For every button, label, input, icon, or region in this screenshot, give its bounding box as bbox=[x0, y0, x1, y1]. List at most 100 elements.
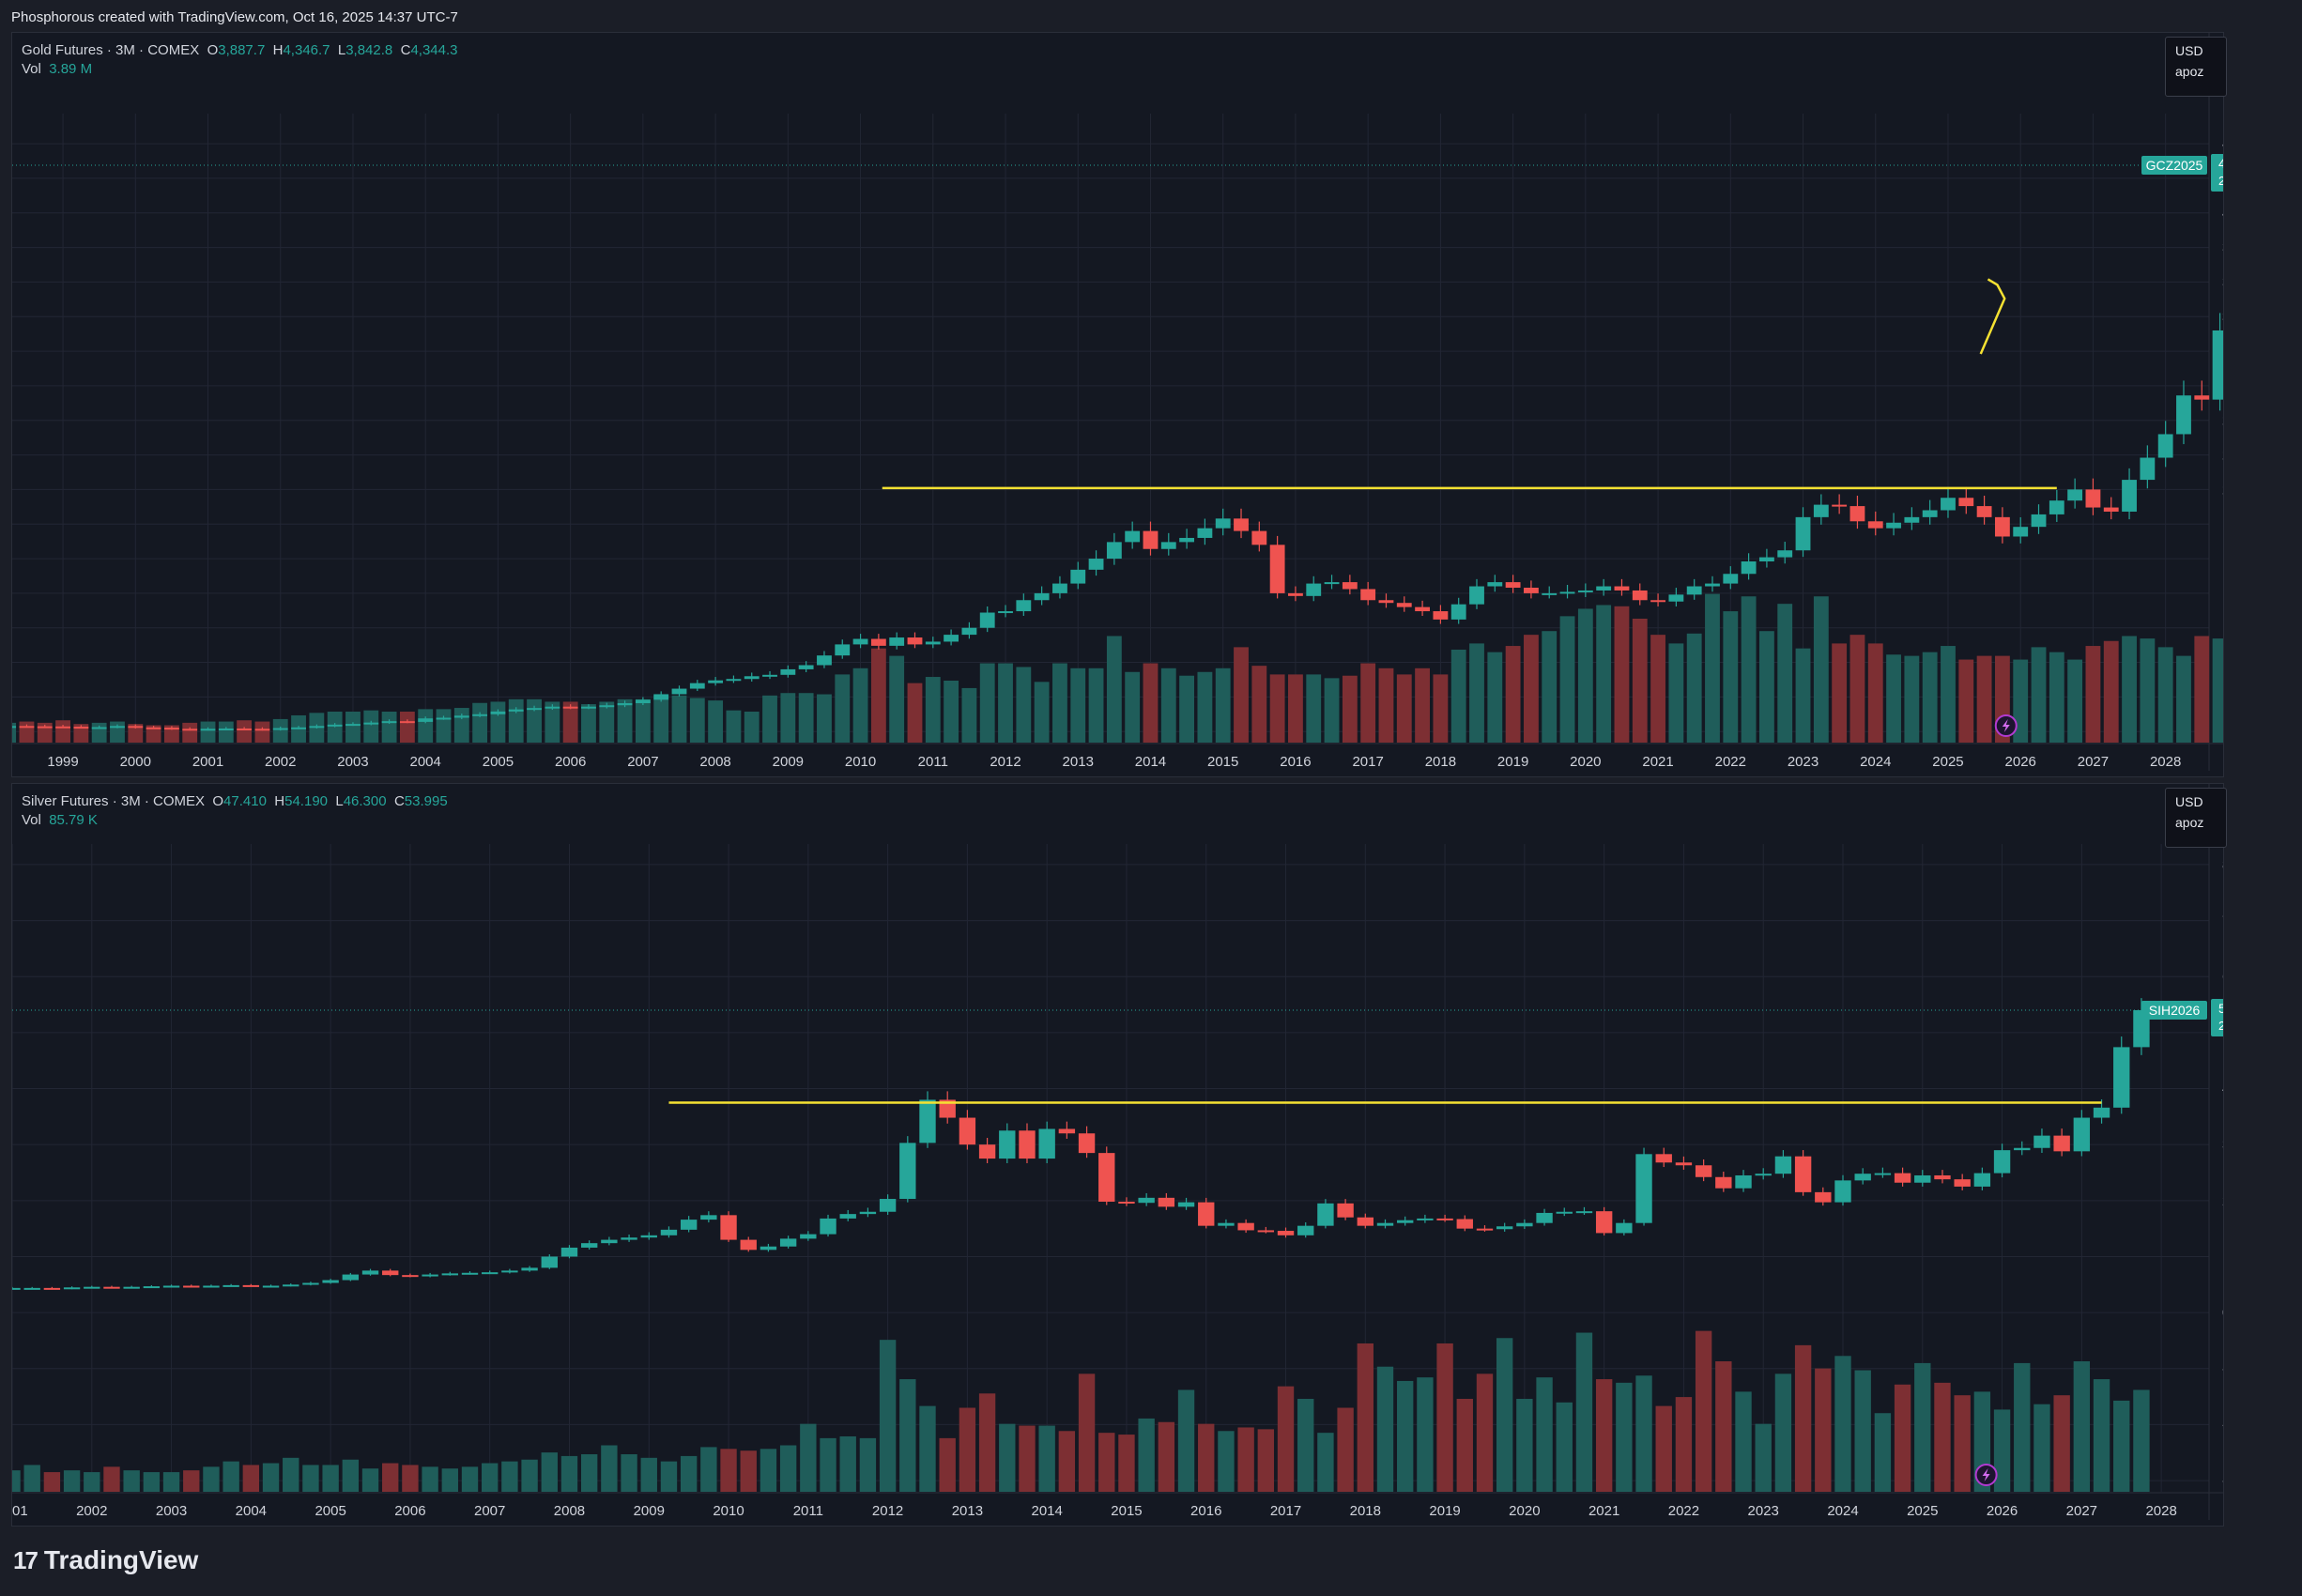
silver-candle bbox=[700, 1215, 717, 1220]
gold-candles[interactable] bbox=[12, 141, 2223, 731]
gold-ticker-tag[interactable]: GCZ2025 bbox=[2141, 156, 2207, 176]
gold-volume-bar bbox=[73, 724, 89, 743]
silver-unit-button[interactable]: USD apoz bbox=[2165, 788, 2227, 848]
gold-ticker: GCZ2025 bbox=[2146, 158, 2203, 173]
silver-volume-bar bbox=[1257, 1429, 1275, 1492]
gold-chart-svg[interactable]: 250.0500.0750.01,000.01,250.01,500.01,75… bbox=[12, 33, 2223, 776]
gold-candle bbox=[1632, 590, 1648, 601]
gold-x-tick: 2004 bbox=[410, 754, 441, 770]
gold-volume-bar bbox=[146, 725, 161, 743]
gold-volume-bar bbox=[1396, 674, 1412, 743]
silver-volume-bar bbox=[2033, 1404, 2050, 1492]
gold-candle bbox=[1324, 582, 1340, 585]
silver-volume-bar bbox=[660, 1461, 678, 1492]
gold-candle bbox=[1668, 594, 1684, 602]
silver-volume-bar bbox=[1735, 1391, 1752, 1492]
gold-symbol[interactable]: Gold Futures · 3M · COMEX bbox=[22, 42, 200, 58]
gold-candle bbox=[744, 676, 760, 680]
gold-volume-bar bbox=[1288, 674, 1303, 743]
gold-volume-bar bbox=[870, 648, 886, 743]
gold-x-axis[interactable]: 1999 2000 2001 2002 2003 2004 2005 2006 2007 2008… bbox=[47, 754, 2181, 770]
gold-candle bbox=[1505, 582, 1521, 588]
silver-candles[interactable] bbox=[12, 998, 2150, 1290]
gold-candle bbox=[1867, 521, 1883, 529]
gold-y-tick: 1,000.0 bbox=[2222, 621, 2223, 637]
silver-volume-bar bbox=[2093, 1379, 2110, 1492]
silver-volume-bar bbox=[84, 1472, 100, 1492]
silver-x-tick: 2028 bbox=[2145, 1503, 2176, 1519]
gold-candle bbox=[1922, 510, 1938, 517]
gold-x-tick: 2022 bbox=[1715, 754, 1746, 770]
silver-volume-bar bbox=[621, 1454, 637, 1492]
gold-candle bbox=[998, 611, 1013, 614]
gold-candle bbox=[726, 679, 742, 682]
gold-candle bbox=[1034, 592, 1050, 601]
silver-symbol[interactable]: Silver Futures · 3M · COMEX bbox=[22, 793, 206, 809]
gold-y-tick: 3,750.0 bbox=[2222, 240, 2223, 256]
gold-candle bbox=[1686, 586, 1702, 595]
gold-volume-bar bbox=[1234, 647, 1249, 743]
silver-chart-panel[interactable]: Silver Futures · 3M · COMEX O47.410 H54.… bbox=[11, 783, 2227, 1527]
silver-volume-bar bbox=[422, 1466, 438, 1492]
gold-volume-bar bbox=[1941, 646, 1956, 743]
silver-volume-bar bbox=[839, 1435, 856, 1492]
silver-candle bbox=[2093, 1107, 2110, 1118]
silver-volume-bar bbox=[1516, 1398, 1533, 1492]
silver-y-tick: 70.000 bbox=[2222, 913, 2223, 929]
gold-volume-bar bbox=[2067, 659, 2083, 743]
silver-lightning-icon[interactable] bbox=[1974, 1464, 1998, 1486]
gold-candle bbox=[2140, 457, 2156, 481]
gold-candle bbox=[1106, 542, 1122, 560]
gold-candle bbox=[19, 726, 35, 729]
silver-x-tick: 2010 bbox=[713, 1503, 744, 1519]
silver-candle bbox=[162, 1285, 180, 1288]
silver-x-tick: 2012 bbox=[872, 1503, 903, 1519]
silver-candle bbox=[1177, 1202, 1195, 1207]
silver-candle bbox=[1914, 1174, 1931, 1183]
gold-unit-button[interactable]: USD apoz bbox=[2165, 37, 2227, 97]
silver-volume-bar bbox=[700, 1447, 717, 1492]
gold-x-tick: 2007 bbox=[627, 754, 658, 770]
gold-candle bbox=[508, 709, 524, 712]
gold-candle bbox=[2031, 514, 2047, 528]
gold-candle bbox=[835, 644, 851, 656]
gold-candle bbox=[1577, 590, 1593, 592]
gold-low: 3,842.8 bbox=[345, 42, 393, 58]
silver-volume-bar bbox=[959, 1407, 976, 1492]
gold-candle bbox=[1650, 600, 1665, 603]
gold-volume-bar bbox=[1813, 596, 1829, 743]
gold-volume-bar bbox=[163, 725, 179, 743]
gold-volume-bar bbox=[12, 722, 17, 743]
gold-volume-bar bbox=[1034, 682, 1050, 743]
gold-volume-bar bbox=[1179, 675, 1195, 743]
silver-candle bbox=[1516, 1222, 1533, 1227]
silver-candle bbox=[1038, 1128, 1055, 1159]
gold-volume-bar bbox=[635, 698, 651, 743]
silver-volume-bar bbox=[1715, 1361, 1732, 1492]
silver-x-tick: 2004 bbox=[236, 1503, 267, 1519]
silver-volume-bar bbox=[601, 1445, 618, 1492]
gold-volume-bar bbox=[399, 712, 415, 743]
silver-volume-bar bbox=[2113, 1400, 2130, 1492]
silver-x-axis[interactable]: 2001 2002 2003 2004 2005 2006 2007 2008 2009 2010… bbox=[12, 1503, 2177, 1519]
gold-candle bbox=[128, 726, 144, 729]
gold-volume-bar bbox=[1849, 635, 1865, 743]
tradingview-logo[interactable]: 17 TradingView bbox=[13, 1545, 198, 1575]
gold-volume-bar bbox=[1559, 616, 1575, 743]
gold-chart-panel[interactable]: Gold Futures · 3M · COMEX O3,887.7 H4,34… bbox=[11, 32, 2227, 777]
gold-x-tick: 2013 bbox=[1063, 754, 1094, 770]
silver-x-tick: 2026 bbox=[1987, 1503, 2018, 1519]
gold-lightning-icon[interactable] bbox=[1994, 714, 2018, 737]
silver-ticker-tag[interactable]: SIH2026 bbox=[2141, 1001, 2207, 1021]
gold-candle bbox=[1849, 506, 1865, 522]
silver-volume-bar bbox=[1038, 1425, 1055, 1492]
silver-volume-bar bbox=[482, 1463, 499, 1492]
gold-candle bbox=[146, 727, 161, 729]
silver-volume-bar bbox=[1854, 1370, 1871, 1492]
gold-volume-bar bbox=[925, 677, 941, 743]
gold-trend-drawing[interactable] bbox=[1979, 278, 2006, 355]
silver-volume-bar bbox=[740, 1450, 757, 1492]
silver-y-axis[interactable]: -30.000 -20.000 -10.000 0.000 10.000 20.000 30… bbox=[2222, 857, 2223, 1489]
gold-volume-bar bbox=[1723, 611, 1739, 743]
silver-chart-svg[interactable]: -30.000 -20.000 -10.000 0.000 10.000 20.000 30… bbox=[12, 784, 2223, 1526]
